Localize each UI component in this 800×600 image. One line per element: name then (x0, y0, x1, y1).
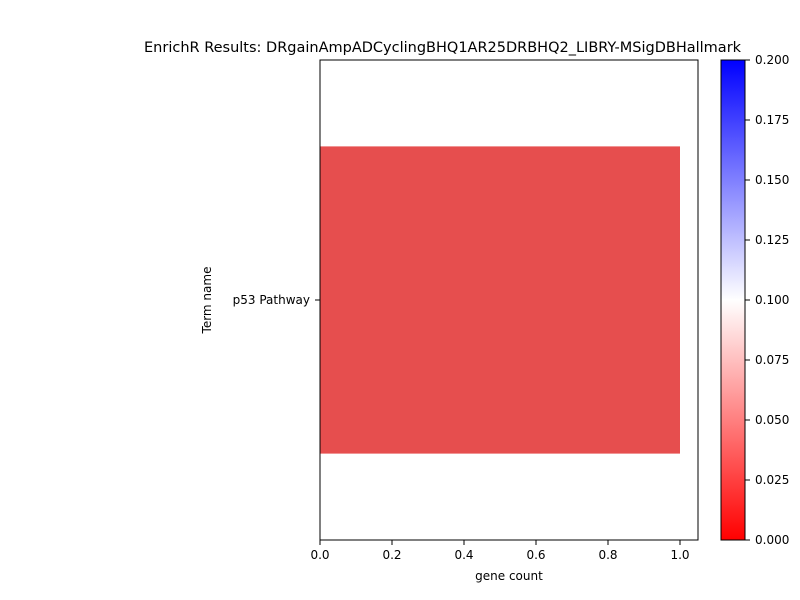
bars-group (320, 146, 680, 454)
x-axis-ticks: 0.0 0.2 0.4 0.6 0.8 1.0 (310, 540, 690, 562)
y-axis-label: Term name (200, 267, 214, 335)
y-axis-ticks: p53 Pathway (233, 293, 320, 307)
colorbar-tick-label-6: 0.150 (755, 173, 789, 187)
x-tick-label-1: 0.2 (382, 548, 401, 562)
x-tick-label-2: 0.4 (454, 548, 473, 562)
colorbar-tick-label-4: 0.100 (755, 293, 789, 307)
x-tick-label-5: 1.0 (670, 548, 689, 562)
colorbar-tick-label-1: 0.025 (755, 473, 789, 487)
colorbar-tick-label-0: 0.000 (755, 533, 789, 547)
bar-0 (320, 146, 680, 454)
y-tick-label-0: p53 Pathway (233, 293, 310, 307)
colorbar (720, 59, 746, 541)
colorbar-tick-label-3: 0.075 (755, 353, 789, 367)
colorbar-tick-label-7: 0.175 (755, 113, 789, 127)
colorbar-tick-label-5: 0.125 (755, 233, 789, 247)
x-tick-label-0: 0.0 (310, 548, 329, 562)
x-tick-label-4: 0.8 (598, 548, 617, 562)
colorbar-tick-label-8: 0.200 (755, 53, 789, 67)
x-tick-label-3: 0.6 (526, 548, 545, 562)
colorbar-ticks: 0.000 0.025 0.050 0.075 0.100 0.125 0.150 0.175… (745, 53, 789, 547)
x-axis-label: gene count (475, 569, 543, 583)
chart-title: EnrichR Results: DRgainAmpADCyclingBHQ1A… (144, 40, 742, 56)
colorbar-tick-label-2: 0.050 (755, 413, 789, 427)
